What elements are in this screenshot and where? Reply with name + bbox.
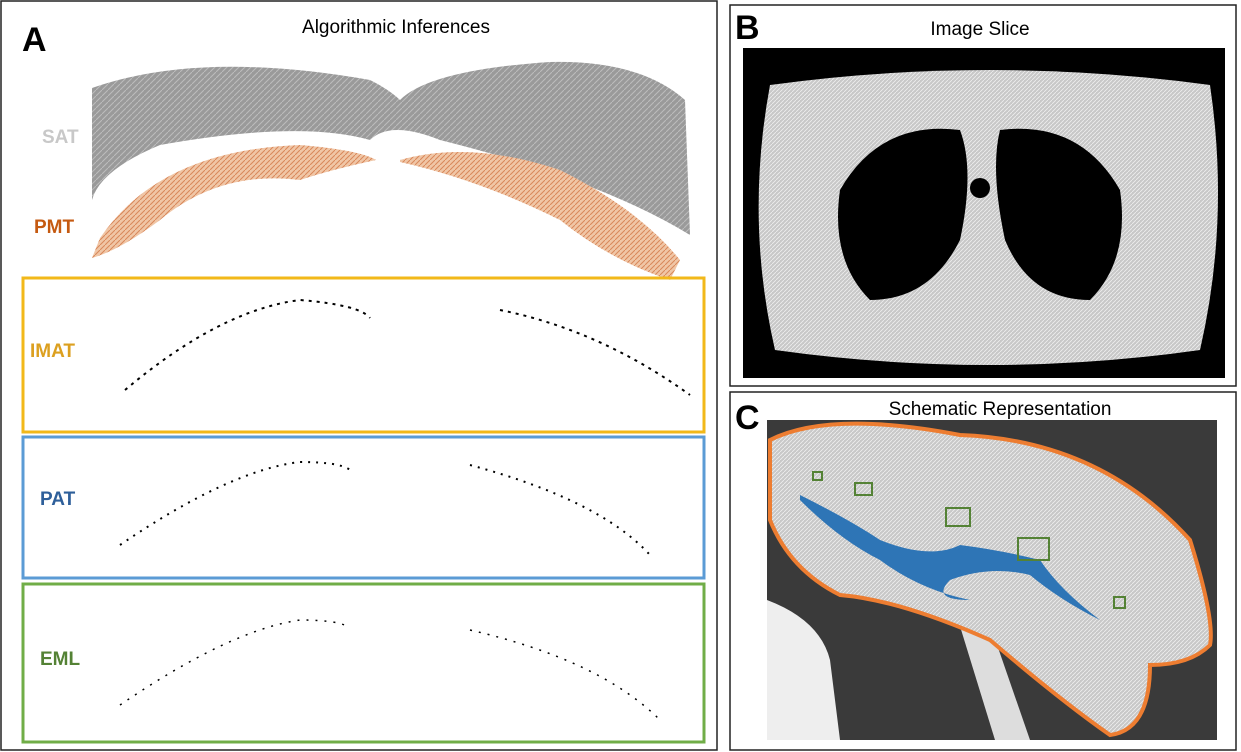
panel-title: Image Slice [930,19,1029,40]
region-label: SAT [42,127,79,148]
panel-title: Algorithmic Inferences [302,17,490,38]
region-label: PMT [34,217,75,238]
ct-body [759,70,1218,365]
region-label: PAT [40,489,76,510]
panel-letter: B [735,9,760,47]
panel-letter: A [22,21,47,59]
imat-box [23,278,704,432]
ct-trachea [970,178,990,198]
region-label: EML [40,649,81,670]
region-label: IMAT [30,341,75,362]
pat-mask [120,462,650,555]
panel-title: Schematic Representation [889,399,1112,420]
pmt-region [92,145,376,258]
eml-box [23,584,704,742]
eml-mask [120,620,660,720]
panel-letter: C [735,399,760,437]
imat-mask [125,300,690,395]
figure: A Algorithmic Inferences SAT PMT IMAT PA… [0,0,1241,752]
pat-box [23,437,704,578]
